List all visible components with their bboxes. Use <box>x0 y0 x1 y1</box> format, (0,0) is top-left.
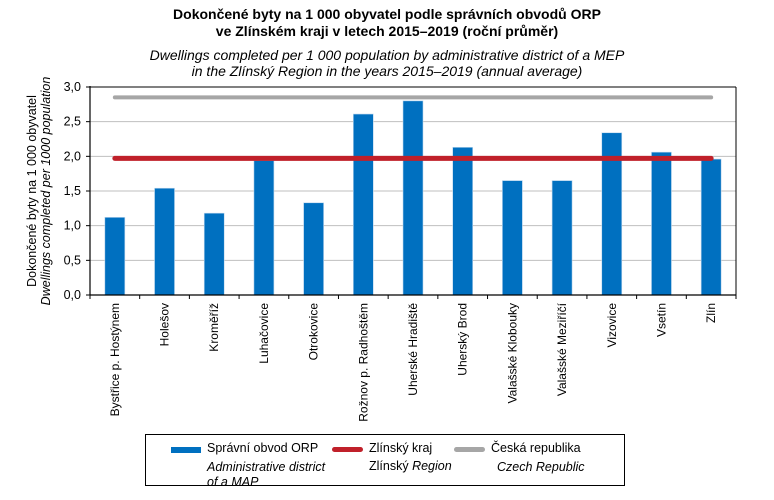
y-tick-label: 2,5 <box>64 115 81 129</box>
legend-label-en-line: Administrative district <box>207 460 326 474</box>
legend-label-en-prefix: Zlínský <box>369 459 413 473</box>
bar <box>203 212 225 296</box>
chart-title: Dokončené byty na 1 000 obyvatel podle s… <box>0 6 774 40</box>
chart-subtitle-line: Dwellings completed per 1 000 population… <box>149 47 625 63</box>
reference-lines <box>112 95 714 161</box>
bar <box>154 187 175 296</box>
bar <box>700 158 722 296</box>
y-tick-label: 2,0 <box>64 149 81 163</box>
legend-swatch-bar <box>171 447 201 453</box>
legend-swatch-line-gray <box>454 447 485 452</box>
bars <box>104 100 722 296</box>
x-tick-label: Valašské Klobouky <box>505 303 519 404</box>
bar <box>651 151 672 296</box>
x-tick-label: Valašské Meziříčí <box>555 302 569 396</box>
chart-title-line: Dokončené byty na 1 000 obyvatel podle s… <box>173 6 601 22</box>
x-tick-label: Otrokovice <box>307 303 321 361</box>
chart-title-line: ve Zlínském kraji v letech 2015–2019 (ro… <box>215 23 559 39</box>
bar <box>502 180 523 296</box>
y-tick-label: 0,5 <box>64 253 81 267</box>
legend-swatch-line-red <box>332 447 363 452</box>
axes <box>86 86 737 299</box>
y-axis-label-en: Dwellings completed per 1000 population <box>39 77 53 306</box>
x-tick-label: Bystřice p. Hostýnem <box>108 303 122 416</box>
legend-label-en: Administrative district of a MAP <box>207 460 325 490</box>
y-tick-label: 1,5 <box>64 184 81 198</box>
x-tick-label: Rožnov p. Radhoštěm <box>356 303 370 422</box>
y-tick-label: 3,0 <box>64 80 81 94</box>
y-tick-label: 0,0 <box>64 288 81 302</box>
legend: Správní obvod ORP Administrative distric… <box>145 434 625 489</box>
bar <box>402 100 424 296</box>
legend-label: Česká republika <box>491 441 581 455</box>
x-tick-label: Kroměříž <box>207 303 221 352</box>
legend-label-en-line: of a MAP <box>207 475 259 489</box>
x-tick-label: Holešov <box>158 303 172 346</box>
chart-subtitle: Dwellings completed per 1 000 population… <box>0 47 774 79</box>
x-tick-label: Vizovice <box>605 303 619 348</box>
bar <box>104 217 126 296</box>
legend-label-en: Zlínský Region <box>369 459 452 473</box>
y-tick-label: 1,0 <box>64 219 81 233</box>
legend-label-en-line: Czech Republic <box>497 460 585 474</box>
legend-label: Zlínský kraj <box>369 441 433 455</box>
bar <box>551 180 573 296</box>
legend-label: Správní obvod ORP <box>207 441 319 455</box>
x-tick-label: Uherské Hradiště <box>406 303 420 396</box>
legend-label-en-italic: Region <box>412 459 452 473</box>
x-tick-label: Uherský Brod <box>456 303 470 376</box>
y-axis-label: Dokončené byty na 1 000 obyvatel <box>25 95 39 287</box>
bar-chart: 0,0 0,5 1,0 1,5 2,0 2,5 3,0 Bystřice p. Hostýn… <box>25 77 737 422</box>
bar <box>253 160 275 296</box>
bar <box>353 113 374 296</box>
x-tick-label: Zlín <box>704 303 718 323</box>
x-tick-label: Luhačovice <box>257 303 271 364</box>
x-tick-labels: Bystřice p. Hostýnem Holešov Kroměříž Luhač… <box>108 302 718 421</box>
legend-label-en: Czech Republic <box>497 460 585 475</box>
y-tick-labels: 0,0 0,5 1,0 1,5 2,0 2,5 3,0 <box>64 80 81 302</box>
bar <box>452 147 473 296</box>
x-tick-label: Vsetín <box>654 303 668 337</box>
chart-subtitle-line: in the Zlínský Region in the years 2015–… <box>191 63 583 79</box>
bar <box>303 202 324 296</box>
